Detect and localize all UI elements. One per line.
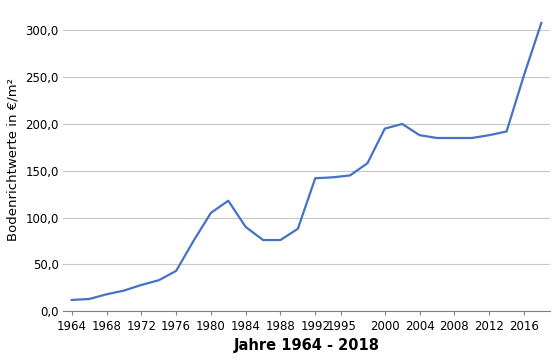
X-axis label: Jahre 1964 - 2018: Jahre 1964 - 2018 [233,338,379,353]
Y-axis label: Bodenrichtwerte in €/m²: Bodenrichtwerte in €/m² [7,77,20,240]
